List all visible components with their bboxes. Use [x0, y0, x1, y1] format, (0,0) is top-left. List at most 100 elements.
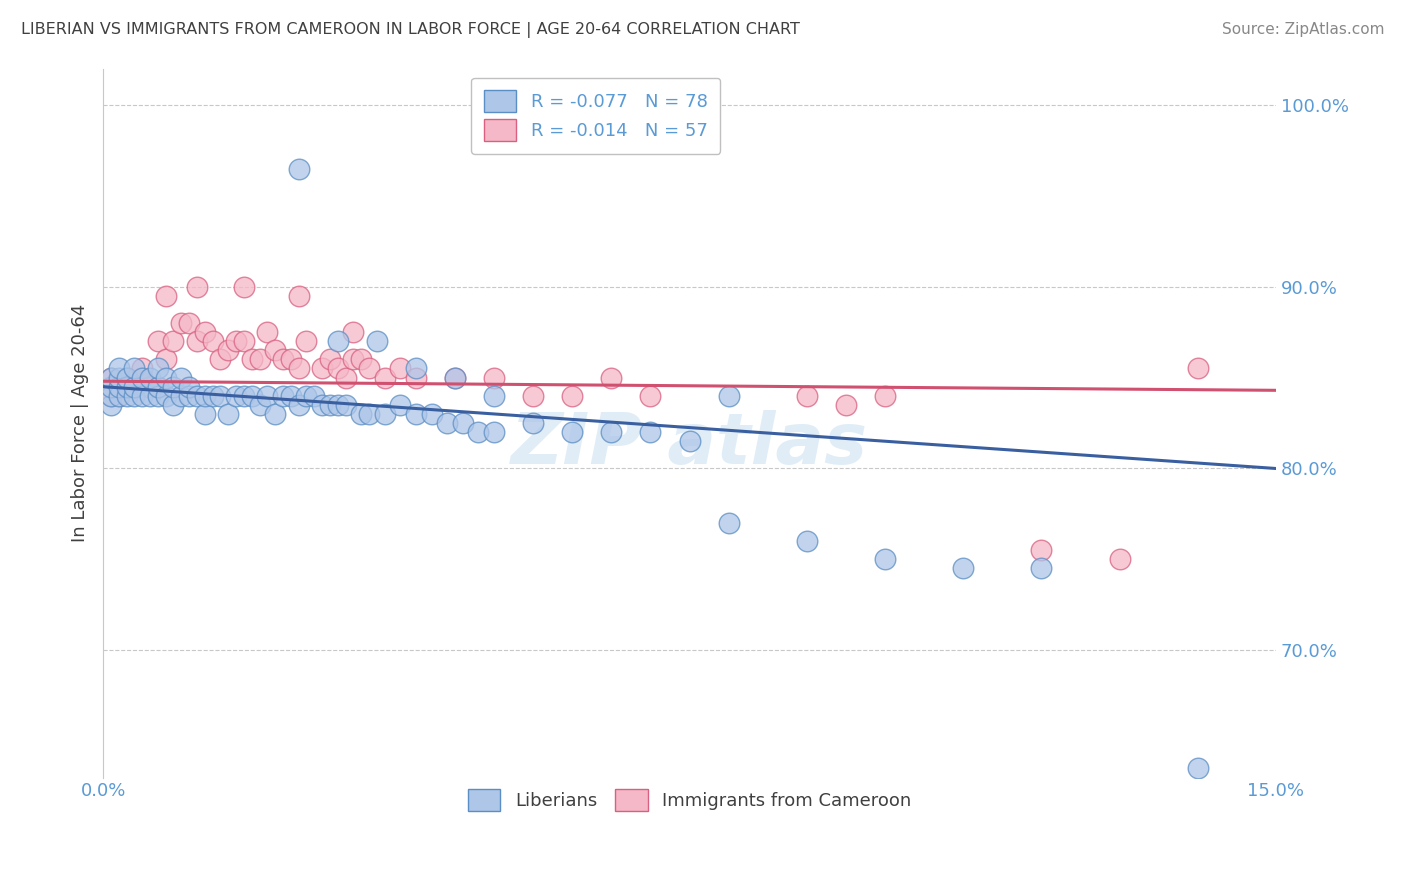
- Point: [124, 389, 146, 403]
- Point: [350, 352, 373, 367]
- Point: [444, 370, 467, 384]
- Point: [115, 379, 138, 393]
- Point: [717, 516, 740, 530]
- Point: [115, 370, 138, 384]
- Point: [170, 316, 193, 330]
- Point: [194, 389, 217, 403]
- Point: [179, 316, 201, 330]
- Point: [115, 379, 138, 393]
- Point: [217, 343, 239, 358]
- Point: [131, 370, 153, 384]
- Point: [225, 334, 247, 349]
- Point: [326, 334, 349, 349]
- Point: [240, 389, 263, 403]
- Point: [146, 389, 169, 403]
- Point: [796, 389, 818, 403]
- Point: [256, 325, 278, 339]
- Text: Source: ZipAtlas.com: Source: ZipAtlas.com: [1222, 22, 1385, 37]
- Point: [146, 379, 169, 393]
- Point: [107, 370, 129, 384]
- Point: [115, 389, 138, 403]
- Point: [124, 361, 146, 376]
- Point: [374, 407, 396, 421]
- Point: [249, 352, 271, 367]
- Y-axis label: In Labor Force | Age 20-64: In Labor Force | Age 20-64: [72, 304, 89, 542]
- Point: [717, 389, 740, 403]
- Point: [342, 352, 364, 367]
- Point: [287, 398, 309, 412]
- Point: [389, 361, 412, 376]
- Point: [640, 425, 662, 439]
- Point: [335, 398, 357, 412]
- Point: [482, 370, 505, 384]
- Point: [194, 407, 217, 421]
- Point: [467, 425, 489, 439]
- Point: [100, 389, 122, 403]
- Point: [311, 361, 333, 376]
- Point: [179, 389, 201, 403]
- Point: [319, 398, 342, 412]
- Point: [170, 389, 193, 403]
- Point: [873, 389, 896, 403]
- Point: [186, 334, 208, 349]
- Point: [107, 389, 129, 403]
- Point: [482, 425, 505, 439]
- Text: LIBERIAN VS IMMIGRANTS FROM CAMEROON IN LABOR FORCE | AGE 20-64 CORRELATION CHAR: LIBERIAN VS IMMIGRANTS FROM CAMEROON IN …: [21, 22, 800, 38]
- Point: [100, 370, 122, 384]
- Point: [436, 416, 458, 430]
- Point: [131, 389, 153, 403]
- Point: [146, 334, 169, 349]
- Point: [287, 289, 309, 303]
- Point: [561, 425, 583, 439]
- Point: [311, 398, 333, 412]
- Point: [405, 407, 427, 421]
- Point: [600, 370, 623, 384]
- Point: [420, 407, 443, 421]
- Point: [155, 370, 177, 384]
- Point: [952, 561, 974, 575]
- Point: [100, 379, 122, 393]
- Point: [280, 389, 302, 403]
- Point: [249, 398, 271, 412]
- Point: [1031, 561, 1053, 575]
- Point: [209, 389, 232, 403]
- Point: [240, 352, 263, 367]
- Point: [139, 370, 162, 384]
- Point: [522, 389, 544, 403]
- Point: [186, 389, 208, 403]
- Point: [444, 370, 467, 384]
- Point: [1031, 543, 1053, 558]
- Point: [271, 352, 294, 367]
- Point: [194, 325, 217, 339]
- Text: ZIP atlas: ZIP atlas: [510, 409, 868, 479]
- Point: [162, 334, 184, 349]
- Point: [131, 361, 153, 376]
- Point: [1108, 552, 1130, 566]
- Point: [155, 289, 177, 303]
- Point: [100, 389, 122, 403]
- Point: [201, 389, 224, 403]
- Point: [796, 534, 818, 549]
- Point: [232, 279, 254, 293]
- Point: [139, 389, 162, 403]
- Point: [186, 279, 208, 293]
- Point: [217, 407, 239, 421]
- Point: [835, 398, 858, 412]
- Point: [232, 389, 254, 403]
- Point: [350, 407, 373, 421]
- Point: [179, 379, 201, 393]
- Point: [482, 389, 505, 403]
- Point: [280, 352, 302, 367]
- Point: [264, 407, 287, 421]
- Point: [124, 379, 146, 393]
- Point: [287, 361, 309, 376]
- Point: [561, 389, 583, 403]
- Point: [522, 416, 544, 430]
- Point: [405, 361, 427, 376]
- Point: [678, 434, 700, 449]
- Point: [295, 389, 318, 403]
- Point: [107, 361, 129, 376]
- Point: [357, 407, 380, 421]
- Point: [319, 352, 342, 367]
- Point: [295, 334, 318, 349]
